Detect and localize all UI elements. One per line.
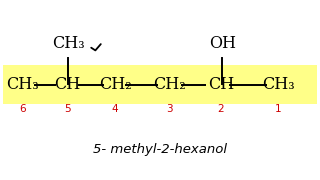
Text: OH: OH — [209, 35, 236, 52]
Text: CH₂: CH₂ — [153, 76, 186, 93]
Text: 4: 4 — [112, 104, 118, 114]
Text: 6: 6 — [19, 104, 26, 114]
Text: CH₃: CH₃ — [262, 76, 295, 93]
Text: CH: CH — [54, 76, 80, 93]
Text: 5: 5 — [64, 104, 70, 114]
Text: CH₃: CH₃ — [52, 35, 85, 52]
Text: 1: 1 — [275, 104, 282, 114]
Text: CH₂: CH₂ — [99, 76, 132, 93]
Text: CH₃: CH₃ — [6, 76, 39, 93]
Text: 5- methyl-2-hexanol: 5- methyl-2-hexanol — [93, 143, 227, 156]
Text: 3: 3 — [166, 104, 173, 114]
Bar — [3, 65, 317, 104]
Text: CH: CH — [208, 76, 234, 93]
Text: 2: 2 — [218, 104, 224, 114]
